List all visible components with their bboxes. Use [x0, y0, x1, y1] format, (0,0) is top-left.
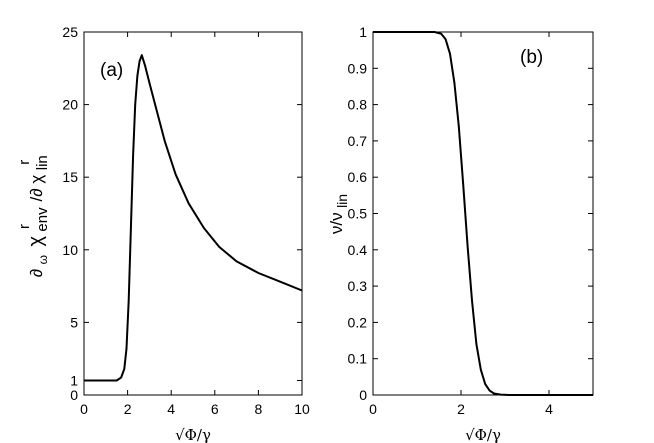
panel-a-ylabel-part-1: ω [36, 255, 50, 264]
panel-b-ylabel-part-0: ν/ν [327, 212, 346, 234]
panel-a-xtick-label-3: 6 [211, 401, 219, 417]
panel-b-ticks: 0 2 4 0 0.1 0.2 0.3 0.4 0.5 0.6 0.7 0.8 0.9 1 [348, 24, 593, 417]
panel-b-ytick-label-1: 0.1 [348, 351, 368, 367]
panel-a-ylabel-part-0: ∂ [27, 269, 46, 277]
panel-b-ytick-label-10: 1 [359, 24, 367, 40]
panel-a-axes-box [83, 31, 303, 396]
panel-a-curve-group [84, 54, 303, 382]
panel-a-xtick-label-5: 10 [294, 401, 310, 417]
panel-b: 0 2 4 0 0.1 0.2 0.3 0.4 0.5 0.6 0.7 0.8 0.9 1 (b) √Φ/… [327, 24, 594, 443]
panel-a-ylabel: ∂ ω χ env r /∂ χ lin r [16, 151, 51, 277]
panel-a-ytick-label-5: 20 [62, 97, 78, 113]
panel-b-curve-group [373, 31, 593, 396]
panel-a-ytick-label-2: 5 [70, 314, 78, 330]
panel-a-xtick-label-2: 4 [167, 401, 175, 417]
panel-a-ylabel-part-2: χ [25, 236, 47, 247]
panel-a-xlabel: √Φ/γ [175, 426, 211, 443]
panel-b-label: (b) [520, 47, 543, 68]
panel-a-xtick-label-0: 0 [80, 401, 88, 417]
panel-b-axes-box [372, 31, 594, 396]
panel-b-ytick-label-4: 0.4 [348, 242, 368, 258]
panel-b-ytick-label-7: 0.7 [348, 133, 368, 149]
panel-a-ytick-label-1: 1 [70, 372, 78, 388]
panel-b-xtick-label-1: 2 [457, 401, 465, 417]
panel-b-xtick-label-0: 0 [369, 401, 377, 417]
panel-b-ytick-label-8: 0.8 [348, 97, 368, 113]
panel-a-ylabel-part-5: /∂ χ [27, 175, 46, 202]
panel-a-xtick-label-1: 2 [124, 401, 132, 417]
panel-b-ylabel: ν/ν lin [327, 194, 350, 234]
panel-b-ytick-label-0: 0 [359, 387, 367, 403]
panel-a-series-line [84, 54, 303, 382]
panel-b-ytick-label-3: 0.3 [348, 278, 368, 294]
panel-a-ylabel-part-4: r [16, 224, 33, 229]
panel-a-ylabel-part-3: env [34, 207, 51, 232]
panel-a-ytick-label-0: 0 [70, 387, 78, 403]
panel-a-ytick-label-4: 15 [62, 169, 78, 185]
panel-b-ylabel-part-1: lin [334, 194, 350, 208]
panel-b-ytick-label-5: 0.5 [348, 206, 368, 222]
panel-b-ytick-label-2: 0.2 [348, 314, 368, 330]
panel-a-xtick-label-4: 8 [255, 401, 263, 417]
panel-b-ytick-label-6: 0.6 [348, 169, 368, 185]
panel-a-ylabel-part-6: lin [34, 155, 51, 170]
panel-b-ytick-label-9: 0.9 [348, 60, 368, 76]
panel-a-ytick-label-6: 25 [62, 24, 78, 40]
panel-b-xtick-label-2: 4 [545, 401, 553, 417]
panel-a-label: (a) [100, 60, 123, 81]
panel-b-series-line [373, 31, 593, 396]
panel-a-ytick-label-3: 10 [62, 242, 78, 258]
panel-b-xlabel: √Φ/γ [465, 426, 501, 443]
panel-a-ylabel-part-7: r [16, 160, 33, 165]
